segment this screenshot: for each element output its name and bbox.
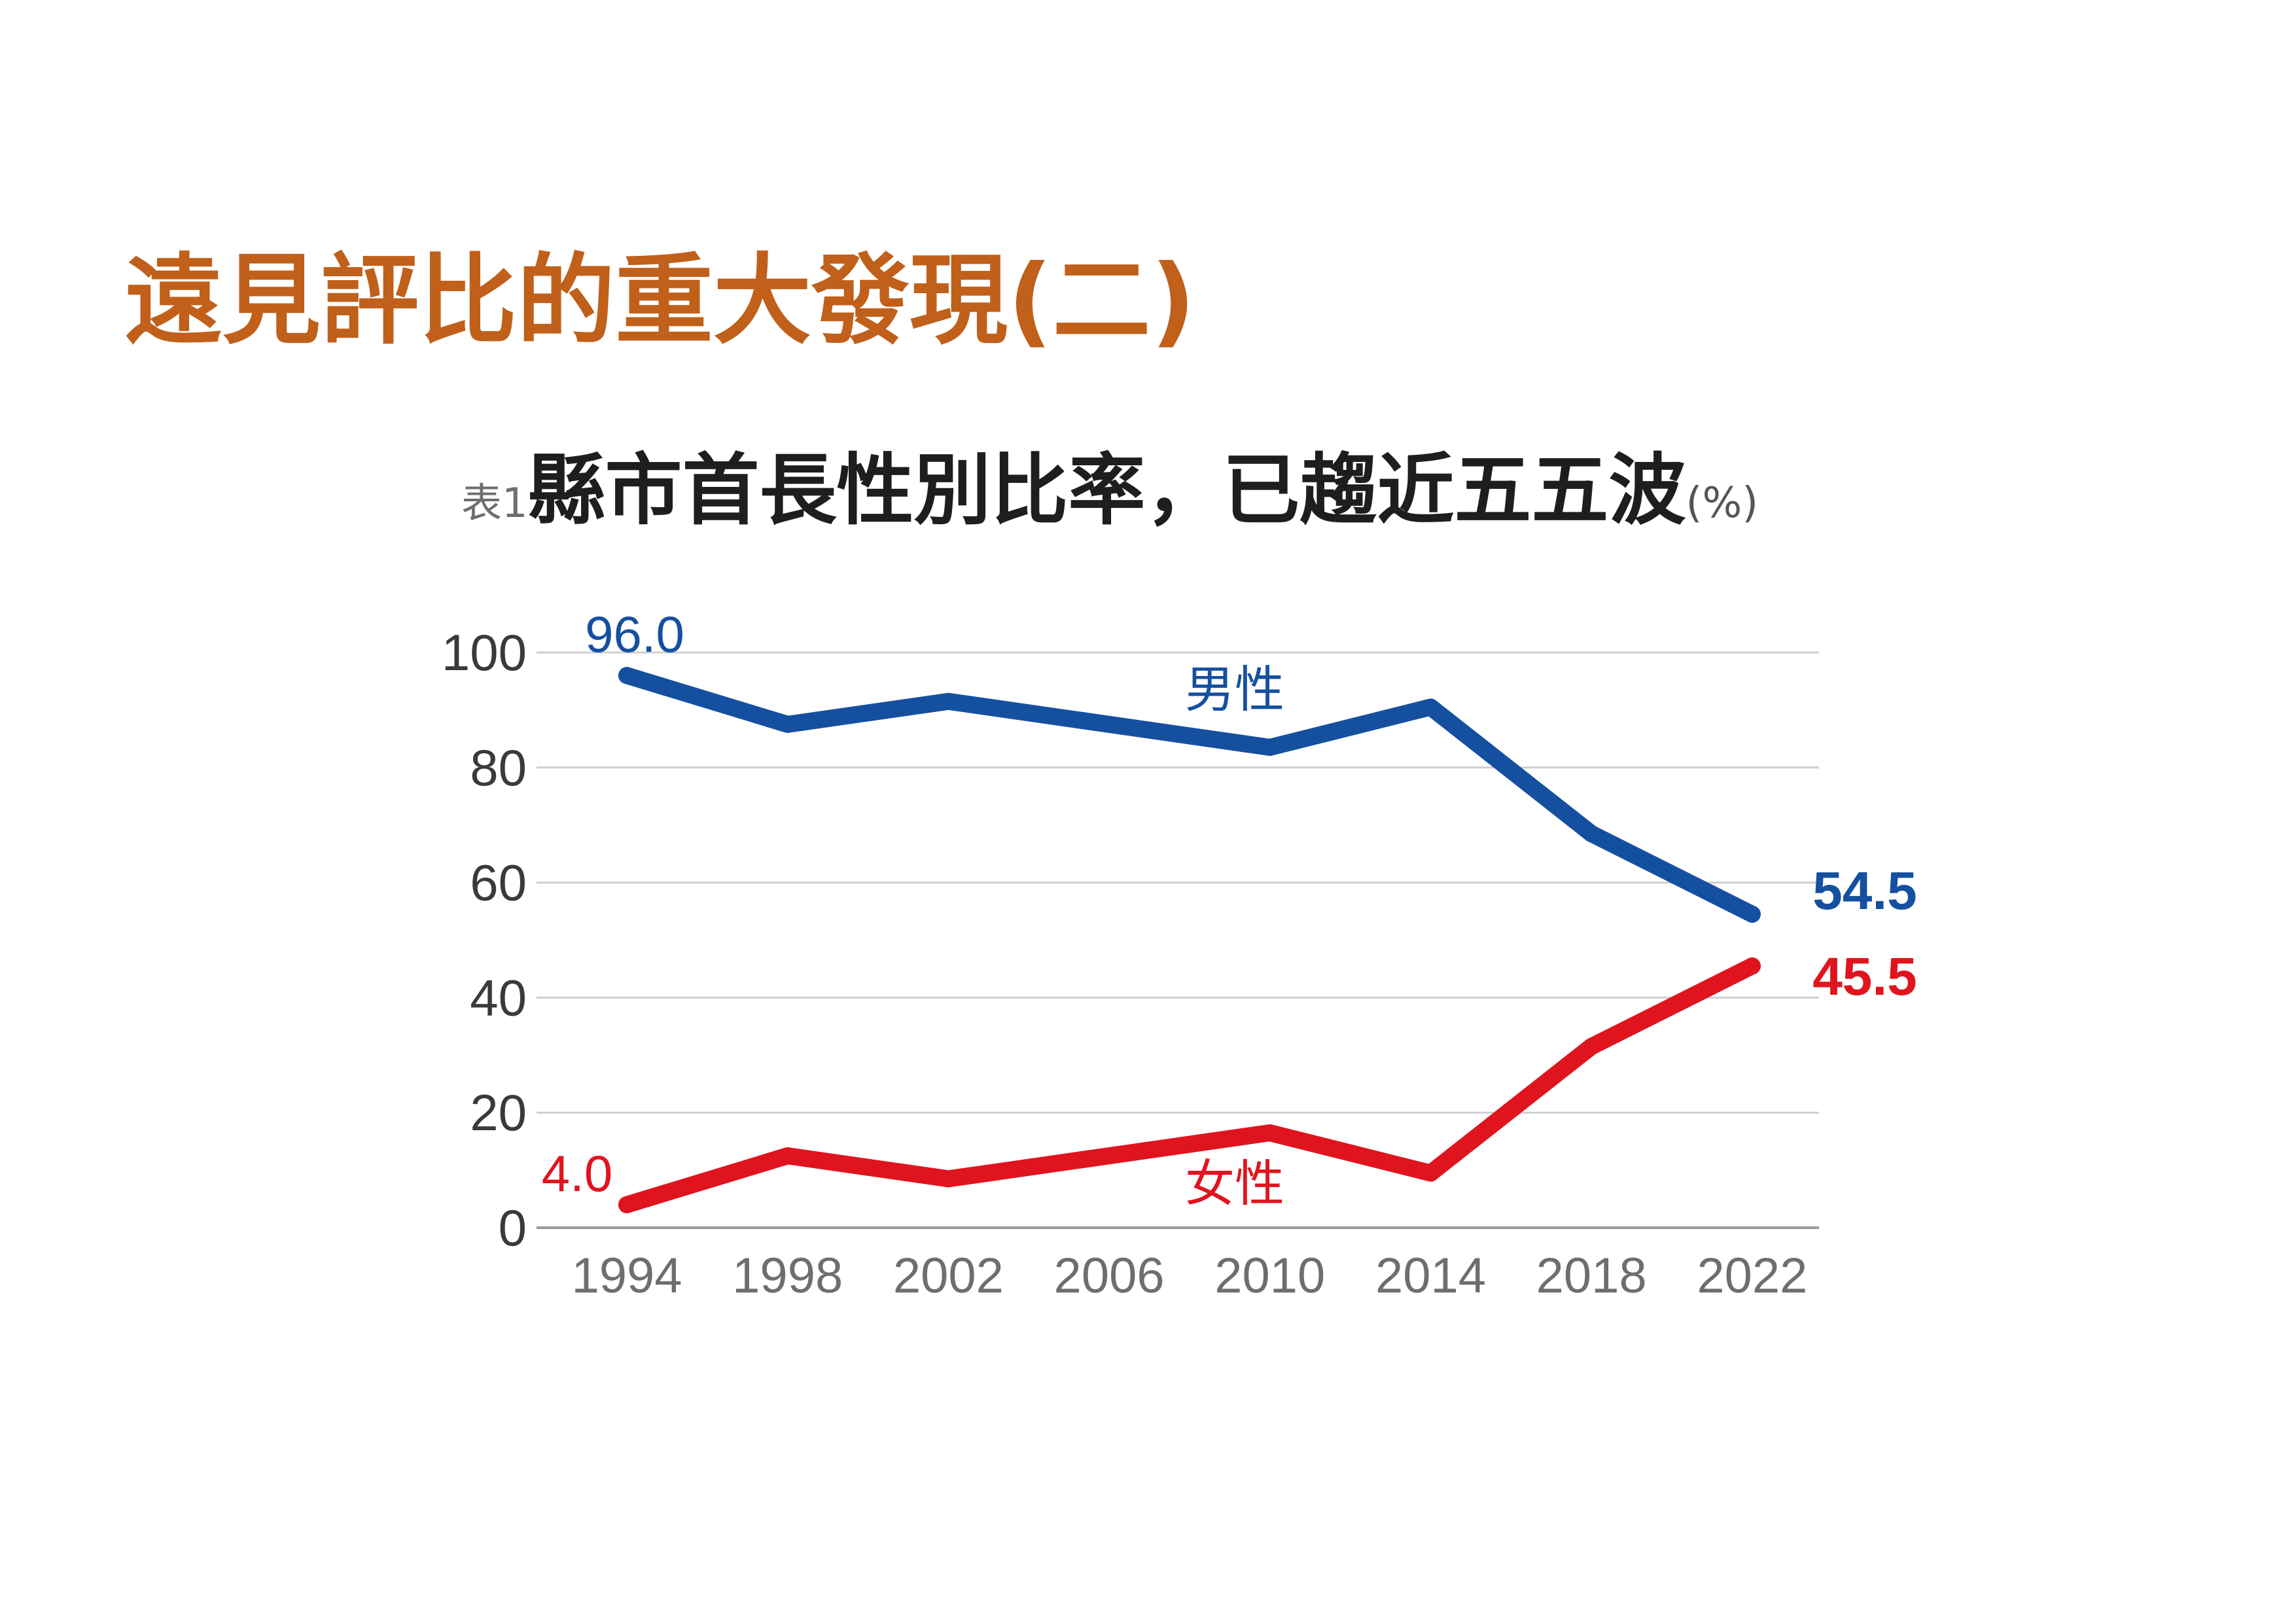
chart-series	[618, 667, 1761, 1213]
female-start-value-label: 4.0	[542, 1145, 612, 1202]
female-series-label: 女性	[1185, 1156, 1284, 1212]
data-point-1-1998	[779, 1147, 796, 1165]
y-tick-label-20: 20	[470, 1084, 527, 1141]
data-point-1-2006	[1101, 1147, 1118, 1165]
chart-gridlines	[537, 651, 1819, 1229]
x-tick-label-2018: 2018	[1536, 1248, 1647, 1304]
male-end-value-label: 54.5	[1812, 861, 1917, 921]
y-tick-label-100: 100	[442, 624, 527, 681]
x-tick-label-1994: 1994	[571, 1248, 682, 1304]
x-axis-ticks: 1994 1998 2002 2006 2010 2014 2018 2022	[571, 1248, 1807, 1304]
x-tick-label-2006: 2006	[1054, 1248, 1165, 1304]
data-point-0-1994	[618, 667, 635, 685]
data-point-0-2018	[1583, 825, 1600, 842]
y-tick-label-40: 40	[470, 969, 527, 1026]
y-tick-label-0: 0	[499, 1199, 527, 1257]
male-series-label: 男性	[1185, 662, 1284, 718]
series-line-1	[618, 957, 1761, 1213]
data-point-0-2022	[1743, 905, 1761, 923]
data-point-1-1994	[618, 1196, 635, 1213]
female-end-value-label: 45.5	[1812, 947, 1917, 1007]
data-point-0-2014	[1422, 698, 1439, 716]
data-point-0-2002	[940, 692, 957, 710]
x-tick-label-2002: 2002	[893, 1248, 1004, 1304]
x-tick-label-1998: 1998	[732, 1248, 843, 1304]
y-tick-label-80: 80	[470, 739, 527, 796]
data-point-1-2022	[1743, 957, 1761, 975]
y-tick-label-60: 60	[470, 854, 527, 912]
data-point-0-1998	[779, 715, 796, 733]
x-tick-label-2022: 2022	[1697, 1248, 1807, 1304]
y-axis-ticks: 0 20 40 60 80 100	[442, 624, 527, 1257]
chart-unit: (%)	[1686, 479, 1759, 527]
data-point-1-2002	[940, 1170, 957, 1188]
data-point-1-2014	[1422, 1164, 1439, 1182]
chart-header: 表1縣市首長性別比率，已趨近五五波(%)	[461, 452, 1758, 529]
page-title: 遠見評比的重大發現(二)	[124, 244, 1196, 358]
chart-title: 縣市首長性別比率，已趨近五五波	[527, 445, 1686, 535]
chart-tag: 表1	[461, 479, 528, 527]
x-tick-label-2010: 2010	[1214, 1248, 1325, 1304]
data-point-1-2018	[1583, 1038, 1600, 1056]
series-line-0	[618, 667, 1761, 923]
data-point-0-2006	[1101, 715, 1118, 733]
data-point-0-2010	[1261, 739, 1279, 757]
x-tick-label-2014: 2014	[1375, 1248, 1486, 1304]
data-point-1-2010	[1261, 1124, 1279, 1141]
male-start-value-label: 96.0	[585, 605, 684, 663]
chart-labels: 96.0 男性 54.5 4.0 女性 45.5	[542, 605, 1917, 1212]
